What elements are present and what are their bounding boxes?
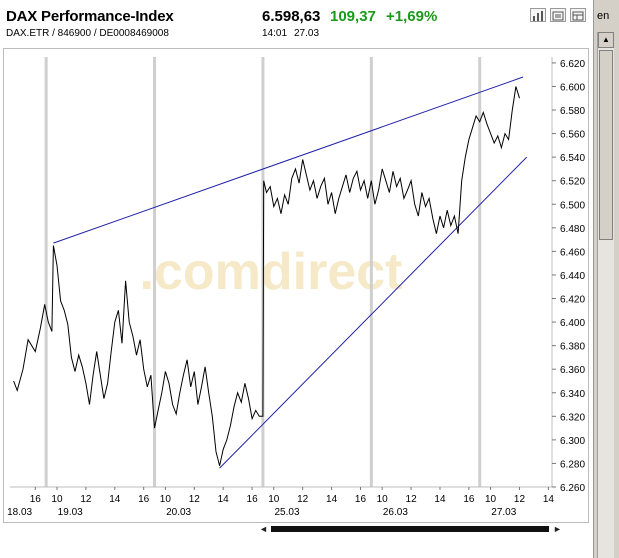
y-tick-label: 6.380 bbox=[560, 342, 585, 353]
y-tick-label: 6.520 bbox=[560, 177, 585, 188]
y-tick-label: 6.360 bbox=[560, 365, 585, 376]
x-date-label: 18.03 bbox=[7, 507, 32, 518]
scroll-up-icon[interactable]: ▲ bbox=[598, 32, 614, 48]
x-tick-label: 12 bbox=[406, 494, 418, 505]
x-tick-label: 12 bbox=[297, 494, 309, 505]
x-date-label: 19.03 bbox=[58, 507, 83, 518]
settings-icon[interactable] bbox=[570, 8, 586, 22]
y-tick-label: 6.580 bbox=[560, 106, 585, 117]
x-tick-label: 16 bbox=[138, 494, 150, 505]
y-tick-label: 6.340 bbox=[560, 389, 585, 400]
y-tick-label: 6.420 bbox=[560, 295, 585, 306]
trendline bbox=[219, 156, 528, 469]
price-series-line bbox=[13, 86, 520, 466]
vertical-scrollbar[interactable]: ▲ bbox=[597, 32, 614, 558]
x-tick-label: 12 bbox=[514, 494, 526, 505]
scroll-left-icon[interactable]: ◄ bbox=[259, 524, 268, 534]
y-tick-label: 6.440 bbox=[560, 271, 585, 282]
x-tick-label: 14 bbox=[326, 494, 338, 505]
y-tick-label: 6.540 bbox=[560, 153, 585, 164]
y-tick-label: 6.480 bbox=[560, 224, 585, 235]
y-tick-label: 6.300 bbox=[560, 436, 585, 447]
last-price: 6.598,63 bbox=[262, 8, 321, 25]
y-tick-label: 6.280 bbox=[560, 459, 585, 470]
x-tick-label: 16 bbox=[355, 494, 367, 505]
watermark: .comdirect bbox=[140, 243, 403, 301]
x-date-label: 26.03 bbox=[383, 507, 408, 518]
x-tick-label: 16 bbox=[247, 494, 259, 505]
y-tick-label: 6.620 bbox=[560, 59, 585, 70]
y-tick-label: 6.260 bbox=[560, 483, 585, 494]
horizontal-scrollbar[interactable]: ◄ ► bbox=[3, 522, 589, 534]
quote-time: 14:01 bbox=[262, 28, 288, 39]
y-tick-label: 6.560 bbox=[560, 130, 585, 141]
quote-panel: DAX Performance-Index DAX.ETR / 846900 /… bbox=[0, 0, 594, 558]
y-tick-label: 6.500 bbox=[560, 200, 585, 211]
price-change: 109,37 bbox=[330, 8, 376, 25]
scroll-right-icon[interactable]: ► bbox=[553, 524, 562, 534]
x-tick-label: 14 bbox=[109, 494, 121, 505]
x-tick-label: 10 bbox=[485, 494, 497, 505]
x-date-label: 20.03 bbox=[166, 507, 191, 518]
x-tick-label: 14 bbox=[543, 494, 555, 505]
x-tick-label: 10 bbox=[160, 494, 172, 505]
trendline bbox=[53, 76, 524, 244]
x-tick-label: 12 bbox=[80, 494, 92, 505]
x-tick-label: 12 bbox=[189, 494, 201, 505]
side-tab-label[interactable]: en bbox=[597, 10, 610, 22]
dax-intraday-chart: .comdirect 6.620 6.600 6.580 6.560 6.540 6.520… bbox=[7, 57, 585, 518]
x-tick-label: 10 bbox=[377, 494, 389, 505]
y-tick-label: 6.600 bbox=[560, 82, 585, 93]
bar-chart-icon[interactable] bbox=[530, 8, 546, 22]
y-tick-label: 6.400 bbox=[560, 318, 585, 329]
x-tick-label: 16 bbox=[463, 494, 475, 505]
vertical-scroll-thumb[interactable] bbox=[599, 50, 613, 240]
horizontal-scroll-thumb[interactable] bbox=[271, 526, 549, 532]
news-icon[interactable] bbox=[550, 8, 566, 22]
instrument-title: DAX Performance-Index bbox=[6, 8, 174, 25]
x-date-label: 25.03 bbox=[274, 507, 299, 518]
quote-date: 27.03 bbox=[294, 28, 320, 39]
y-tick-label: 6.320 bbox=[560, 412, 585, 423]
chart-area: .comdirect 6.620 6.600 6.580 6.560 6.540 6.520… bbox=[3, 48, 589, 534]
price-change-percent: +1,69% bbox=[386, 8, 438, 25]
instrument-identifiers: DAX.ETR / 846900 / DE0008469008 bbox=[6, 28, 169, 39]
x-date-label: 27.03 bbox=[491, 507, 516, 518]
x-tick-label: 16 bbox=[30, 494, 42, 505]
x-tick-label: 14 bbox=[434, 494, 446, 505]
x-tick-label: 10 bbox=[51, 494, 63, 505]
y-tick-label: 6.460 bbox=[560, 247, 585, 258]
x-tick-label: 10 bbox=[268, 494, 280, 505]
x-tick-label: 14 bbox=[218, 494, 230, 505]
